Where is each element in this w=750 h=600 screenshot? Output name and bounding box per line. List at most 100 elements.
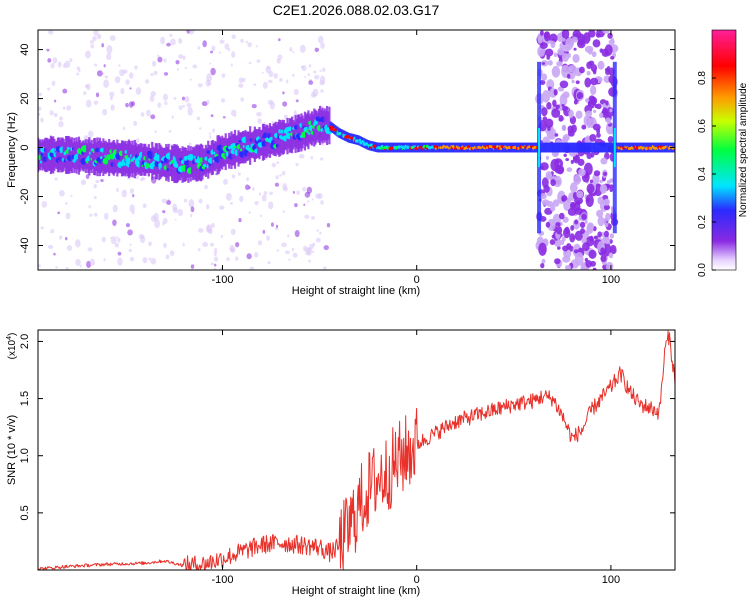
figure-title: C2E1.2026.088.02.03.G17: [273, 2, 440, 18]
noise-speckle: [170, 38, 176, 46]
noise-speckle: [576, 190, 584, 199]
noise-speckle: [246, 253, 252, 260]
noise-speckle: [609, 108, 613, 113]
noise-speckle: [308, 259, 311, 263]
noise-speckle: [69, 58, 73, 63]
noise-speckle: [237, 172, 241, 176]
noise-speckle: [570, 224, 575, 231]
noise-speckle: [590, 77, 599, 86]
noise-speckle: [541, 73, 548, 81]
noise-speckle: [176, 68, 180, 71]
noise-speckle: [213, 267, 217, 270]
noise-speckle: [298, 154, 305, 159]
noise-speckle: [607, 119, 611, 125]
noise-speckle: [58, 116, 64, 121]
noise-speckle: [551, 108, 561, 119]
noise-speckle: [306, 186, 313, 194]
ridge-band: [592, 142, 596, 153]
ridge-band: [236, 135, 239, 163]
noise-speckle: [212, 128, 215, 133]
ridge-band: [78, 139, 82, 172]
noise-speckle: [553, 89, 558, 96]
noise-speckle: [591, 51, 597, 58]
noise-speckle: [38, 112, 41, 116]
noise-speckle: [53, 252, 56, 256]
ridge-band: [327, 111, 330, 140]
noise-speckle: [578, 66, 585, 74]
noise-speckle: [570, 159, 574, 164]
ridge-band: [77, 136, 80, 175]
noise-speckle: [96, 70, 103, 77]
noise-speckle: [556, 239, 562, 247]
noise-speckle: [593, 235, 599, 240]
noise-speckle: [64, 60, 71, 68]
noise-speckle: [257, 240, 263, 246]
noise-speckle: [160, 36, 166, 45]
noise-speckle: [154, 219, 161, 229]
noise-speckle: [240, 38, 244, 43]
noise-speckle: [561, 197, 566, 202]
ridge-band: [577, 142, 580, 153]
noise-speckle: [131, 101, 136, 107]
noise-speckle: [574, 219, 579, 225]
noise-speckle: [55, 266, 58, 269]
noise-speckle: [538, 242, 547, 256]
noise-speckle: [605, 261, 614, 270]
noise-speckle: [102, 108, 108, 116]
noise-speckle: [83, 91, 87, 95]
noise-speckle: [545, 221, 551, 228]
noise-speckle: [545, 171, 553, 180]
ridge-band: [92, 138, 96, 175]
noise-speckle: [561, 52, 569, 62]
ridge-band: [593, 142, 597, 153]
noise-speckle: [219, 205, 225, 210]
spectrogram-axes: -100 0 100 -40 -20 0 20 40: [19, 30, 675, 286]
noise-speckle: [602, 30, 610, 34]
noise-speckle: [150, 257, 157, 265]
ridge-band: [147, 144, 150, 177]
noise-speckle: [581, 237, 587, 244]
noise-speckle: [199, 127, 202, 130]
ridge-band: [605, 142, 608, 153]
snr-ylabel: SNR (10 * v/v): [6, 415, 18, 485]
noise-speckle: [307, 73, 311, 77]
noise-speckle: [125, 79, 130, 85]
colorbar-tick-label: 0.6: [697, 119, 708, 133]
noise-speckle: [270, 222, 274, 227]
noise-speckle: [129, 243, 132, 246]
noise-speckle: [178, 54, 183, 59]
ridge-band: [595, 142, 598, 153]
noise-speckle: [314, 47, 320, 53]
ridge-band: [203, 148, 206, 175]
noise-speckle: [282, 91, 285, 95]
noise-speckle: [550, 40, 556, 49]
ridge-band: [82, 140, 85, 172]
x-tick-label: -100: [211, 574, 233, 586]
colorbar-tick-label: 0.4: [697, 167, 708, 181]
ridge-band: [567, 142, 570, 153]
noise-speckle: [112, 219, 117, 226]
noise-speckle: [209, 62, 212, 65]
noise-speckle: [607, 32, 613, 39]
snr-y-multiplier-close: ): [7, 333, 18, 336]
ridge-band: [322, 110, 325, 141]
noise-speckle: [294, 203, 298, 208]
noise-speckle: [50, 62, 55, 69]
noise-speckle: [572, 53, 580, 63]
noise-speckle: [117, 251, 122, 256]
noise-speckle: [599, 184, 608, 194]
noise-speckle: [303, 203, 306, 206]
ridge-band: [583, 142, 586, 153]
noise-speckle: [592, 123, 601, 131]
ridge-band: [273, 122, 276, 156]
noise-speckle: [569, 182, 578, 194]
ridge-band: [89, 142, 92, 171]
ridge-band: [552, 142, 555, 153]
noise-speckle: [208, 82, 212, 86]
x-tick-label: -100: [211, 274, 233, 286]
ridge-band: [239, 132, 242, 164]
noise-speckle: [554, 258, 561, 265]
noise-speckle: [592, 39, 601, 48]
noise-speckle: [141, 176, 146, 181]
noise-speckle: [93, 100, 99, 105]
